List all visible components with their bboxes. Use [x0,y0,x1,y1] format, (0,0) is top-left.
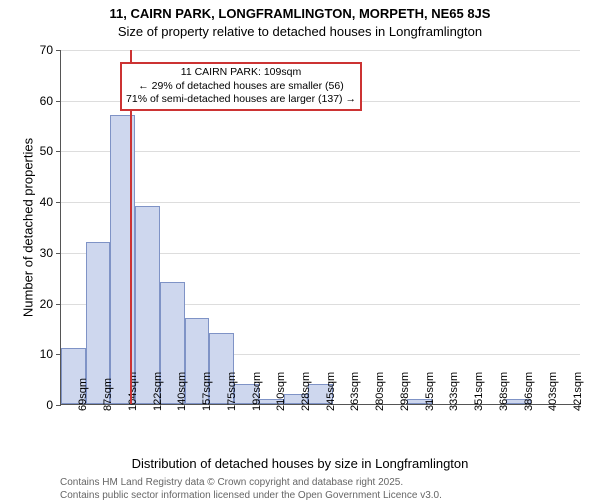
x-axis-label: Distribution of detached houses by size … [0,456,600,471]
gridline [61,50,580,51]
ytick-label: 70 [29,43,53,57]
xtick-label: 315sqm [424,372,436,411]
ytick-label: 0 [29,398,53,412]
ytick-mark [56,405,61,406]
xtick-label: 228sqm [300,372,312,411]
xtick-label: 69sqm [77,378,89,411]
annotation-line2: ← 29% of detached houses are smaller (56… [126,80,356,94]
ytick-label: 40 [29,195,53,209]
xtick-label: 87sqm [102,378,114,411]
footer-line2: Contains public sector information licen… [60,489,442,502]
xtick-label: 104sqm [127,372,139,411]
footer-line1: Contains HM Land Registry data © Crown c… [60,476,442,489]
annotation-line3: 71% of semi-detached houses are larger (… [126,93,356,107]
xtick-label: 157sqm [201,372,213,411]
gridline [61,151,580,152]
xtick-label: 386sqm [523,372,535,411]
ytick-mark [56,304,61,305]
ytick-label: 30 [29,246,53,260]
xtick-label: 263sqm [349,372,361,411]
xtick-label: 210sqm [275,372,287,411]
xtick-label: 403sqm [547,372,559,411]
ytick-mark [56,151,61,152]
ytick-mark [56,50,61,51]
gridline [61,202,580,203]
xtick-label: 368sqm [498,372,510,411]
chart-title: 11, CAIRN PARK, LONGFRAMLINGTON, MORPETH… [0,6,600,21]
xtick-label: 280sqm [374,372,386,411]
footer: Contains HM Land Registry data © Crown c… [60,476,442,502]
ytick-label: 10 [29,347,53,361]
xtick-label: 140sqm [176,372,188,411]
ytick-mark [56,202,61,203]
ytick-mark [56,101,61,102]
ytick-label: 60 [29,94,53,108]
xtick-label: 421sqm [572,372,584,411]
chart-subtitle: Size of property relative to detached ho… [0,24,600,39]
xtick-label: 192sqm [251,372,263,411]
ytick-mark [56,253,61,254]
ytick-label: 50 [29,144,53,158]
xtick-label: 351sqm [473,372,485,411]
xtick-label: 245sqm [325,372,337,411]
xtick-label: 175sqm [226,372,238,411]
xtick-label: 122sqm [152,372,164,411]
ytick-label: 20 [29,297,53,311]
annotation-line1: 11 CAIRN PARK: 109sqm [126,66,356,80]
xtick-label: 298sqm [399,372,411,411]
xtick-label: 333sqm [448,372,460,411]
chart-container: 11, CAIRN PARK, LONGFRAMLINGTON, MORPETH… [0,0,600,500]
annotation-box: 11 CAIRN PARK: 109sqm ← 29% of detached … [120,62,362,111]
